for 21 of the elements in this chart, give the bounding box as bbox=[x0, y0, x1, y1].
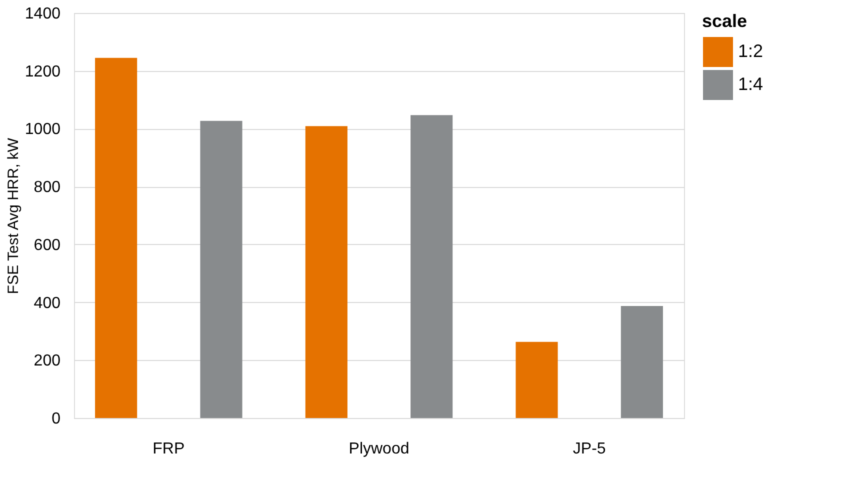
legend-label: 1:2 bbox=[738, 41, 764, 61]
y-axis-title: FSE Test Avg HRR, kW bbox=[4, 137, 22, 294]
y-tick-label: 800 bbox=[34, 179, 61, 196]
x-tick-label: FRP bbox=[152, 440, 185, 458]
y-tick-label: 1000 bbox=[24, 121, 61, 138]
bar bbox=[620, 306, 663, 418]
y-tick-label: 200 bbox=[34, 352, 61, 370]
x-tick-label: Plywood bbox=[348, 440, 410, 458]
y-tick-label: 1200 bbox=[24, 63, 61, 80]
bar bbox=[200, 120, 242, 418]
legend-label: 1:4 bbox=[738, 74, 764, 94]
legend-title: scale bbox=[702, 11, 748, 31]
y-tick-label: 1400 bbox=[24, 6, 61, 22]
y-tick-label: 600 bbox=[34, 236, 61, 254]
x-tick-label: JP-5 bbox=[572, 440, 606, 458]
bar bbox=[95, 58, 138, 418]
y-tick-label: 400 bbox=[34, 294, 61, 312]
bar bbox=[305, 126, 348, 418]
bar bbox=[410, 115, 453, 418]
y-tick-label: 0 bbox=[52, 410, 61, 428]
bar bbox=[516, 342, 558, 418]
